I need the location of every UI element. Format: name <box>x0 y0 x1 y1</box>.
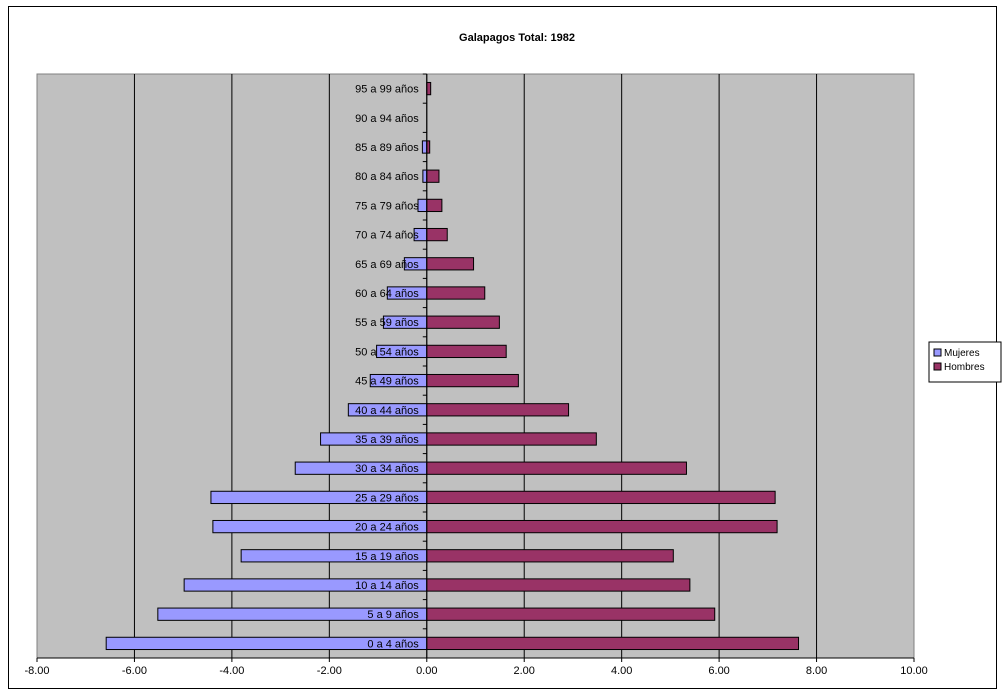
bar-hombres <box>426 198 443 213</box>
category-label: 15 a 19 años <box>355 551 419 563</box>
legend-swatch <box>933 362 942 371</box>
bar-mujeres <box>417 198 428 213</box>
x-tick-label: 8.00 <box>806 665 827 677</box>
category-label: 50 a 54 años <box>355 346 419 358</box>
category-label: 60 a 64 años <box>355 288 419 300</box>
bar-hombres <box>426 636 800 651</box>
x-tick-label: 0.00 <box>416 665 437 677</box>
legend-label: Hombres <box>944 362 985 373</box>
category-label: 45 a 49 años <box>355 376 419 388</box>
bar-hombres <box>426 315 500 329</box>
x-tick-label: -6.00 <box>122 665 147 677</box>
x-tick-label: -8.00 <box>24 665 49 677</box>
category-label: 55 a 59 años <box>355 317 419 329</box>
legend-label: Mujeres <box>944 348 980 359</box>
legend: Mujeres Hombres <box>928 341 1002 383</box>
bar-mujeres <box>421 140 428 154</box>
bar-hombres <box>426 461 687 475</box>
bar-hombres <box>426 607 716 621</box>
plot-area <box>36 73 915 659</box>
chart-title: Galapagos Total: 1982 <box>459 32 575 44</box>
x-tick-label: 10.00 <box>900 665 928 677</box>
category-label: 5 a 9 años <box>367 609 419 621</box>
bar-hombres <box>426 169 440 183</box>
bar-hombres <box>426 81 432 96</box>
bar-hombres <box>426 490 776 505</box>
category-label: 10 a 14 años <box>355 580 419 592</box>
category-label: 75 a 79 años <box>355 200 419 212</box>
bar-hombres <box>426 403 570 417</box>
category-label: 25 a 29 años <box>355 492 419 504</box>
category-label: 85 a 89 años <box>355 142 419 154</box>
category-label: 20 a 24 años <box>355 522 419 534</box>
bar-mujeres <box>422 169 428 183</box>
category-label: 30 a 34 años <box>355 463 419 475</box>
category-label: 0 a 4 años <box>367 638 419 650</box>
x-tick-label: 4.00 <box>611 665 632 677</box>
x-tick-label: -2.00 <box>317 665 342 677</box>
bar-hombres <box>426 519 778 534</box>
category-label: 80 a 84 años <box>355 171 419 183</box>
category-label: 70 a 74 años <box>355 230 419 242</box>
category-label: 95 a 99 años <box>355 84 419 96</box>
category-label: 40 a 44 años <box>355 405 419 417</box>
bar-hombres <box>426 227 448 242</box>
x-tick-label: 6.00 <box>708 665 729 677</box>
category-label: 90 a 94 años <box>355 113 419 125</box>
legend-swatch <box>933 348 942 357</box>
bar-hombres <box>426 549 674 563</box>
category-label: 65 a 69 años <box>355 259 419 271</box>
bar-hombres <box>426 344 507 359</box>
category-label: 35 a 39 años <box>355 434 419 446</box>
x-tick-label: -4.00 <box>219 665 244 677</box>
bar-hombres <box>426 578 691 592</box>
bar-hombres <box>426 432 597 446</box>
bar-hombres <box>426 257 475 271</box>
bar-hombres <box>426 373 519 388</box>
x-tick-label: 2.00 <box>514 665 535 677</box>
bar-hombres <box>426 286 486 300</box>
